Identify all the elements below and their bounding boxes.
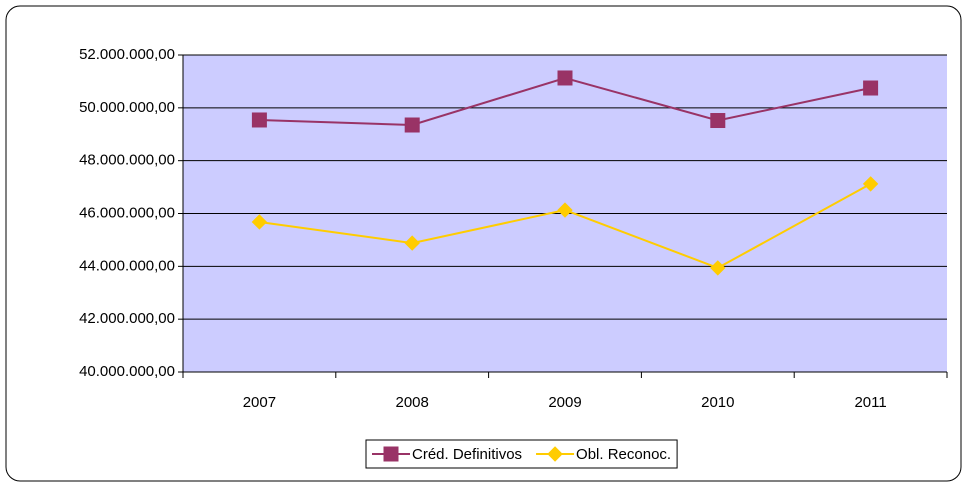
data-point — [862, 176, 879, 192]
data-point — [863, 80, 879, 96]
y-tick-label: 42.000.000,00 — [79, 310, 175, 327]
x-tick-label: 2011 — [854, 394, 886, 411]
y-tick-label: 50.000.000,00 — [79, 99, 175, 116]
y-tick-label: 46.000.000,00 — [79, 204, 175, 221]
x-tick-label: 2009 — [548, 394, 581, 411]
data-point — [710, 260, 726, 276]
data-point — [710, 113, 726, 129]
data-point — [404, 235, 420, 251]
legend-label: Obl. Reconoc. — [576, 446, 671, 463]
y-tick-label: 40.000.000,00 — [79, 363, 175, 380]
y-tick-label: 52.000.000,00 — [79, 46, 175, 63]
legend-box — [365, 439, 678, 469]
data-point — [251, 214, 268, 230]
legend-marker — [547, 446, 563, 462]
data-point — [557, 70, 573, 86]
legend-marker — [383, 446, 399, 462]
data-point — [557, 202, 573, 218]
y-tick-label: 48.000.000,00 — [79, 152, 175, 169]
y-tick-label: 44.000.000,00 — [79, 257, 175, 274]
data-point — [404, 117, 420, 133]
x-tick-label: 2010 — [701, 394, 734, 411]
data-point — [251, 112, 267, 128]
x-tick-label: 2007 — [243, 394, 276, 411]
legend-label: Créd. Definitivos — [412, 446, 522, 463]
legend: Créd. Definitivos Obl. Reconoc. — [365, 439, 678, 469]
x-tick-label: 2008 — [396, 394, 429, 411]
